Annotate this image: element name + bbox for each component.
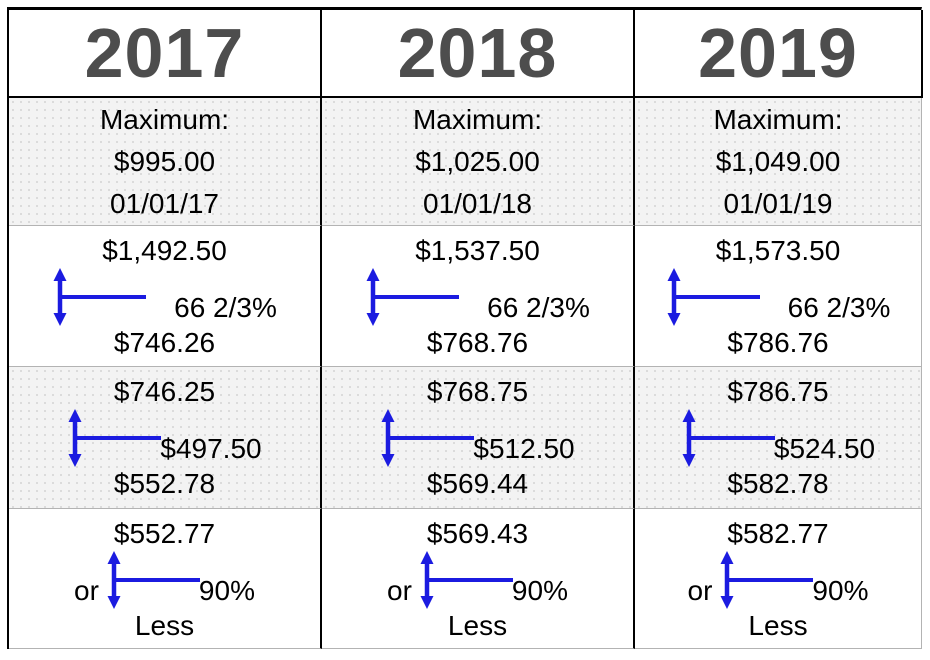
tier-lower-value: $746.26	[113, 326, 216, 358]
up-down-arrow-icon	[365, 268, 461, 326]
rate-label: 90%	[511, 574, 568, 606]
tier-upper-value: $746.25	[113, 376, 216, 407]
or-label: or	[687, 574, 713, 606]
range-indicator: $512.50	[322, 409, 633, 467]
tier-upper-value: $552.77	[113, 518, 216, 549]
maximum-cell-2019: Maximum: $1,049.00 01/01/19	[635, 98, 921, 226]
tier-lower-value: $569.44	[426, 467, 529, 499]
up-down-arrow-icon	[52, 268, 148, 326]
up-down-arrow-icon	[719, 551, 815, 609]
range-indicator: 66 2/3%	[9, 268, 320, 326]
range-indicator: $524.50	[635, 409, 921, 467]
range-indicator: 66 2/3%	[635, 268, 921, 326]
tier2-cell-2017: $746.25 $497.50 $552.78	[9, 367, 322, 509]
tier2-cell-2018: $768.75 $512.50 $569.44	[322, 367, 635, 509]
maximum-cell-2018: Maximum: $1,025.00 01/01/18	[322, 98, 635, 226]
maximum-date: 01/01/19	[723, 187, 833, 219]
range-indicator: or 90%	[9, 551, 320, 609]
maximum-cell-2017: Maximum: $995.00 01/01/17	[9, 98, 322, 226]
or-label: or	[387, 574, 412, 606]
tier3-cell-2019: $582.77 or 90% Less	[635, 509, 921, 649]
year-header-column-3: 2019	[635, 10, 923, 98]
or-label: or	[74, 574, 99, 606]
tier-upper-value: $786.75	[727, 376, 829, 407]
maximum-date: 01/01/17	[110, 187, 219, 219]
maximum-amount: $1,049.00	[715, 145, 841, 177]
range-indicator: or 90%	[322, 551, 633, 609]
tier2-cell-2019: $786.75 $524.50 $582.78	[635, 367, 921, 509]
rate-label: 90%	[812, 574, 869, 606]
year-label: 2019	[698, 14, 858, 92]
tier-lower-value: Less	[748, 609, 808, 641]
up-down-arrow-icon	[67, 409, 163, 467]
tier-upper-value: $768.75	[426, 376, 529, 407]
tier3-cell-2017: $552.77 or 90% Less	[9, 509, 322, 649]
rate-label: 66 2/3%	[487, 291, 590, 323]
tier-lower-value: $768.76	[426, 326, 529, 358]
maximum-amount: $995.00	[113, 145, 216, 177]
range-indicator: or 90%	[635, 551, 921, 609]
tier-upper-value: $1,492.50	[102, 235, 227, 266]
tier3-cell-2018: $569.43 or 90% Less	[322, 509, 635, 649]
up-down-arrow-icon	[380, 409, 476, 467]
tier-upper-value: $1,537.50	[415, 235, 540, 266]
up-down-arrow-icon	[681, 409, 777, 467]
rate-label: $512.50	[473, 432, 575, 464]
up-down-arrow-icon	[666, 268, 762, 326]
up-down-arrow-icon	[419, 551, 515, 609]
rate-label: 66 2/3%	[174, 291, 277, 323]
rate-label: 90%	[198, 574, 255, 606]
rate-label: $497.50	[160, 432, 262, 464]
maximum-label: Maximum:	[412, 103, 543, 135]
tier-lower-value: Less	[447, 609, 508, 641]
range-indicator: 66 2/3%	[322, 268, 633, 326]
tier-lower-value: $582.78	[727, 467, 829, 499]
year-header-column-2: 2018	[322, 10, 635, 98]
maximum-amount: $1,025.00	[415, 145, 540, 177]
maximum-date: 01/01/18	[423, 187, 532, 219]
maximum-label: Maximum:	[99, 103, 230, 135]
up-down-arrow-icon	[106, 551, 202, 609]
tier1-cell-2018: $1,537.50 66 2/3% $768.76	[322, 226, 635, 367]
tier-lower-value: $786.76	[727, 326, 829, 358]
year-header-column-1: 2017	[9, 10, 322, 98]
year-label: 2018	[397, 14, 558, 92]
tier1-cell-2019: $1,573.50 66 2/3% $786.76	[635, 226, 921, 367]
tier-upper-value: $582.77	[727, 518, 829, 549]
rate-label: $524.50	[773, 432, 876, 464]
rate-label: 66 2/3%	[787, 291, 891, 323]
tier-lower-value: $552.78	[113, 467, 216, 499]
tier-upper-value: $1,573.50	[715, 235, 841, 266]
range-indicator: $497.50	[9, 409, 320, 467]
year-label: 2017	[84, 14, 245, 92]
maximum-label: Maximum:	[713, 103, 843, 135]
benefit-rate-table: 2017 2018 2019 Maximum: $995.00 01/01/17…	[7, 7, 923, 649]
tier-upper-value: $569.43	[426, 518, 529, 549]
tier1-cell-2017: $1,492.50 66 2/3% $746.26	[9, 226, 322, 367]
tier-lower-value: Less	[134, 609, 195, 641]
